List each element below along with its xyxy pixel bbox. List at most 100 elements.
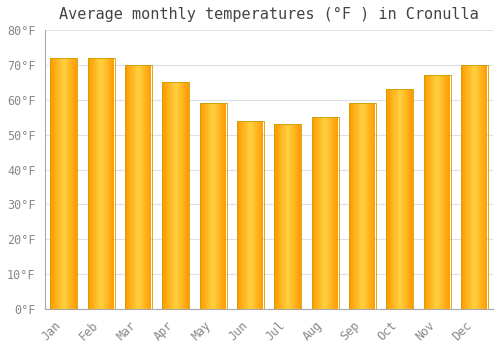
Bar [463, 65, 464, 309]
Bar [185, 82, 186, 309]
Bar [280, 124, 281, 309]
Bar [426, 75, 427, 309]
Bar [56, 58, 57, 309]
Bar [282, 124, 283, 309]
Bar [139, 65, 140, 309]
Bar [209, 103, 210, 309]
Bar [386, 89, 387, 309]
Bar [145, 65, 146, 309]
Bar [386, 89, 413, 309]
Bar [173, 82, 174, 309]
Bar [324, 117, 325, 309]
Bar [434, 75, 435, 309]
Bar [107, 58, 108, 309]
Bar [316, 117, 317, 309]
Bar [134, 65, 136, 309]
Bar [409, 89, 410, 309]
Bar [113, 58, 114, 309]
Bar [91, 58, 92, 309]
Bar [322, 117, 323, 309]
Bar [239, 121, 240, 309]
Bar [410, 89, 411, 309]
Bar [461, 65, 462, 309]
Bar [474, 65, 475, 309]
Bar [283, 124, 284, 309]
Bar [287, 124, 288, 309]
Bar [485, 65, 486, 309]
Bar [476, 65, 477, 309]
Bar [427, 75, 428, 309]
Bar [486, 65, 487, 309]
Bar [482, 65, 483, 309]
Bar [366, 103, 368, 309]
Bar [442, 75, 443, 309]
Bar [251, 121, 252, 309]
Bar [142, 65, 143, 309]
Bar [88, 58, 89, 309]
Bar [471, 65, 472, 309]
Bar [440, 75, 441, 309]
Bar [314, 117, 315, 309]
Bar [64, 58, 65, 309]
Bar [473, 65, 474, 309]
Bar [391, 89, 392, 309]
Bar [429, 75, 430, 309]
Bar [89, 58, 90, 309]
Bar [109, 58, 110, 309]
Bar [430, 75, 431, 309]
Bar [278, 124, 279, 309]
Bar [166, 82, 167, 309]
Bar [174, 82, 176, 309]
Bar [334, 117, 335, 309]
Bar [254, 121, 256, 309]
Bar [355, 103, 356, 309]
Bar [111, 58, 112, 309]
Bar [200, 103, 201, 309]
Bar [246, 121, 247, 309]
Bar [165, 82, 166, 309]
Bar [394, 89, 395, 309]
Bar [392, 89, 393, 309]
Bar [330, 117, 331, 309]
Bar [106, 58, 107, 309]
Bar [213, 103, 214, 309]
Bar [110, 58, 111, 309]
Bar [425, 75, 426, 309]
Bar [102, 58, 103, 309]
Bar [275, 124, 276, 309]
Bar [387, 89, 388, 309]
Bar [424, 75, 425, 309]
Bar [99, 58, 100, 309]
Bar [321, 117, 322, 309]
Bar [96, 58, 97, 309]
Bar [131, 65, 132, 309]
Bar [312, 117, 338, 309]
Bar [437, 75, 438, 309]
Bar [62, 58, 63, 309]
Bar [128, 65, 129, 309]
Bar [325, 117, 326, 309]
Bar [61, 58, 62, 309]
Bar [326, 117, 327, 309]
Bar [206, 103, 207, 309]
Bar [245, 121, 246, 309]
Bar [397, 89, 398, 309]
Bar [398, 89, 399, 309]
Bar [205, 103, 206, 309]
Bar [171, 82, 172, 309]
Bar [222, 103, 223, 309]
Bar [288, 124, 289, 309]
Bar [151, 65, 152, 309]
Bar [252, 121, 253, 309]
Bar [66, 58, 67, 309]
Bar [349, 103, 350, 309]
Bar [249, 121, 250, 309]
Bar [129, 65, 130, 309]
Bar [312, 117, 314, 309]
Bar [370, 103, 371, 309]
Bar [328, 117, 329, 309]
Bar [177, 82, 178, 309]
Bar [250, 121, 251, 309]
Bar [289, 124, 290, 309]
Bar [207, 103, 208, 309]
